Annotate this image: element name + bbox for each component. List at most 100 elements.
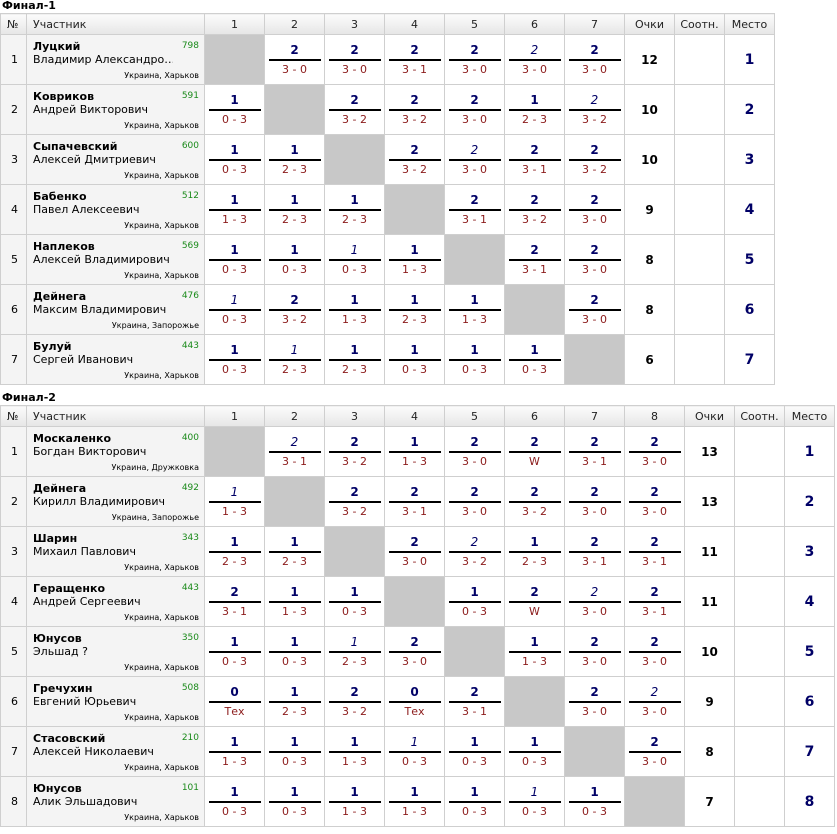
match-result-cell[interactable]: 2 3 - 2 — [324, 426, 385, 477]
match-result-cell[interactable]: 2 3 - 2 — [384, 84, 445, 135]
match-result-cell[interactable]: 2 3 - 2 — [384, 134, 445, 185]
player-surname[interactable]: Юнусов — [33, 782, 82, 795]
match-result-cell[interactable]: 2 3 - 0 — [384, 626, 445, 677]
match-result-cell[interactable]: 2 3 - 0 — [564, 184, 625, 235]
match-result-cell[interactable]: 1 0 - 3 — [504, 776, 565, 827]
match-result-cell[interactable]: 1 0 - 3 — [504, 726, 565, 777]
match-result-cell[interactable]: 2 3 - 1 — [444, 184, 505, 235]
match-result-cell[interactable]: 1 2 - 3 — [264, 134, 325, 185]
match-result-cell[interactable]: 2 3 - 0 — [624, 476, 685, 527]
match-result-cell[interactable]: 2 3 - 0 — [444, 426, 505, 477]
match-result-cell[interactable]: 1 1 - 3 — [264, 576, 325, 627]
match-result-cell[interactable]: 2 3 - 1 — [264, 426, 325, 477]
match-result-cell[interactable]: 1 1 - 3 — [324, 776, 385, 827]
match-result-cell[interactable]: 1 0 - 3 — [204, 776, 265, 827]
match-result-cell[interactable]: 2 3 - 1 — [204, 576, 265, 627]
match-result-cell[interactable]: 2 3 - 1 — [384, 34, 445, 85]
match-result-cell[interactable]: 2 3 - 0 — [564, 476, 625, 527]
match-result-cell[interactable]: 1 2 - 3 — [384, 284, 445, 335]
match-result-cell[interactable]: 2 3 - 0 — [564, 34, 625, 85]
match-result-cell[interactable]: 1 0 - 3 — [444, 726, 505, 777]
match-result-cell[interactable]: 1 2 - 3 — [264, 334, 325, 385]
match-result-cell[interactable]: 1 0 - 3 — [204, 84, 265, 135]
player-surname[interactable]: Бабенко — [33, 190, 87, 203]
match-result-cell[interactable]: 2 3 - 0 — [564, 284, 625, 335]
match-result-cell[interactable]: 1 1 - 3 — [444, 284, 505, 335]
match-result-cell[interactable]: 2 3 - 0 — [444, 34, 505, 85]
player-surname[interactable]: Булуй — [33, 340, 72, 353]
match-result-cell[interactable]: 1 0 - 3 — [204, 234, 265, 285]
match-result-cell[interactable]: 2 3 - 1 — [564, 526, 625, 577]
match-result-cell[interactable]: 2 3 - 0 — [444, 476, 505, 527]
match-result-cell[interactable]: 1 0 - 3 — [384, 726, 445, 777]
match-result-cell[interactable]: 1 1 - 3 — [324, 726, 385, 777]
match-result-cell[interactable]: 2 3 - 0 — [564, 676, 625, 727]
match-result-cell[interactable]: 1 2 - 3 — [324, 626, 385, 677]
match-result-cell[interactable]: 1 2 - 3 — [264, 676, 325, 727]
match-result-cell[interactable]: 1 1 - 3 — [384, 234, 445, 285]
match-result-cell[interactable]: 1 0 - 3 — [384, 334, 445, 385]
match-result-cell[interactable]: 2 3 - 1 — [504, 134, 565, 185]
match-result-cell[interactable]: 2 3 - 2 — [564, 84, 625, 135]
match-result-cell[interactable]: 2 3 - 0 — [564, 626, 625, 677]
match-result-cell[interactable]: 1 0 - 3 — [264, 234, 325, 285]
match-result-cell[interactable]: 1 0 - 3 — [324, 234, 385, 285]
match-result-cell[interactable]: 2 3 - 0 — [624, 676, 685, 727]
match-result-cell[interactable]: 1 0 - 3 — [264, 776, 325, 827]
player-surname[interactable]: Луцкий — [33, 40, 81, 53]
match-result-cell[interactable]: 1 0 - 3 — [264, 726, 325, 777]
match-result-cell[interactable]: 2 3 - 0 — [444, 134, 505, 185]
match-result-cell[interactable]: 1 2 - 3 — [264, 526, 325, 577]
match-result-cell[interactable]: 2 3 - 2 — [444, 526, 505, 577]
player-surname[interactable]: Дейнега — [33, 482, 87, 495]
match-result-cell[interactable]: 2 3 - 2 — [504, 476, 565, 527]
match-result-cell[interactable]: 1 0 - 3 — [204, 134, 265, 185]
match-result-cell[interactable]: 1 2 - 3 — [504, 84, 565, 135]
match-result-cell[interactable]: 1 1 - 3 — [204, 476, 265, 527]
player-surname[interactable]: Стасовский — [33, 732, 106, 745]
match-result-cell[interactable]: 2 3 - 0 — [624, 726, 685, 777]
match-result-cell[interactable]: 2 3 - 0 — [444, 84, 505, 135]
match-result-cell[interactable]: 1 0 - 3 — [444, 334, 505, 385]
match-result-cell[interactable]: 2 3 - 0 — [564, 576, 625, 627]
match-result-cell[interactable]: 1 1 - 3 — [384, 776, 445, 827]
match-result-cell[interactable]: 1 2 - 3 — [504, 526, 565, 577]
match-result-cell[interactable]: 2 3 - 1 — [384, 476, 445, 527]
match-result-cell[interactable]: 2 3 - 0 — [264, 34, 325, 85]
match-result-cell[interactable]: 2 3 - 1 — [504, 234, 565, 285]
match-result-cell[interactable]: 2 3 - 0 — [324, 34, 385, 85]
match-result-cell[interactable]: 0 Тех — [384, 676, 445, 727]
match-result-cell[interactable]: 1 0 - 3 — [204, 626, 265, 677]
match-result-cell[interactable]: 2 3 - 2 — [324, 84, 385, 135]
match-result-cell[interactable]: 2 3 - 2 — [564, 134, 625, 185]
match-result-cell[interactable]: 2 3 - 1 — [444, 676, 505, 727]
match-result-cell[interactable]: 1 2 - 3 — [264, 184, 325, 235]
match-result-cell[interactable]: 2 3 - 1 — [624, 576, 685, 627]
match-result-cell[interactable]: 2 3 - 0 — [564, 234, 625, 285]
match-result-cell[interactable]: 1 2 - 3 — [204, 526, 265, 577]
player-surname[interactable]: Шарин — [33, 532, 78, 545]
match-result-cell[interactable]: 1 0 - 3 — [504, 334, 565, 385]
match-result-cell[interactable]: 1 1 - 3 — [204, 726, 265, 777]
match-result-cell[interactable]: 1 2 - 3 — [324, 334, 385, 385]
match-result-cell[interactable]: 1 1 - 3 — [204, 184, 265, 235]
match-result-cell[interactable]: 2 3 - 0 — [384, 526, 445, 577]
match-result-cell[interactable]: 2 3 - 2 — [504, 184, 565, 235]
match-result-cell[interactable]: 2 3 - 0 — [624, 426, 685, 477]
match-result-cell[interactable]: 1 1 - 3 — [384, 426, 445, 477]
match-result-cell[interactable]: 2 3 - 1 — [624, 526, 685, 577]
match-result-cell[interactable]: 0 Тех — [204, 676, 265, 727]
player-surname[interactable]: Сыпачевский — [33, 140, 118, 153]
match-result-cell[interactable]: 1 0 - 3 — [264, 626, 325, 677]
match-result-cell[interactable]: 2 3 - 1 — [564, 426, 625, 477]
match-result-cell[interactable]: 1 0 - 3 — [204, 334, 265, 385]
match-result-cell[interactable]: 1 0 - 3 — [324, 576, 385, 627]
player-surname[interactable]: Юнусов — [33, 632, 82, 645]
match-result-cell[interactable]: 1 0 - 3 — [564, 776, 625, 827]
player-surname[interactable]: Москаленко — [33, 432, 112, 445]
match-result-cell[interactable]: 2 3 - 2 — [324, 676, 385, 727]
match-result-cell[interactable]: 1 2 - 3 — [324, 184, 385, 235]
match-result-cell[interactable]: 2 3 - 2 — [324, 476, 385, 527]
